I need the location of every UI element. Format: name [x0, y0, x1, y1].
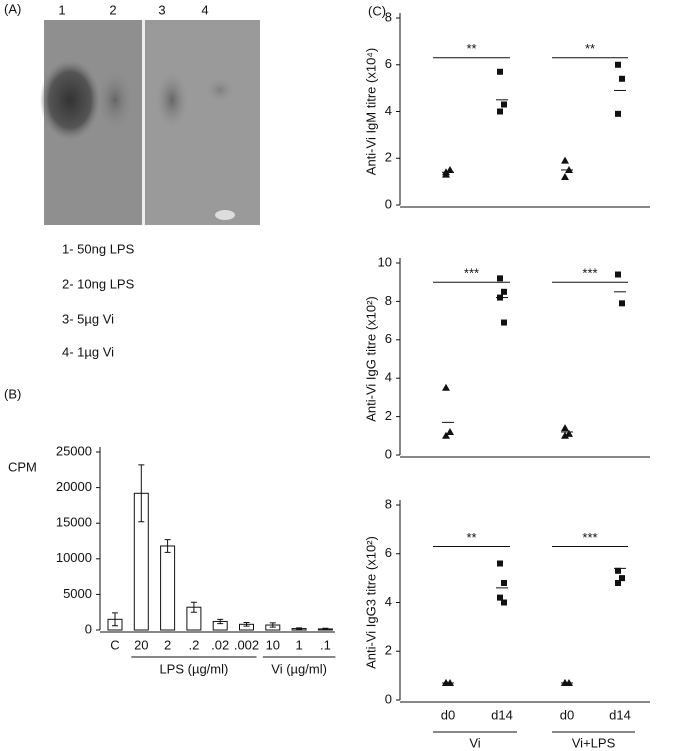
error-bar [217, 618, 224, 625]
y-tick-label: 4 [385, 370, 392, 385]
bar [160, 545, 176, 631]
error-bar [269, 622, 276, 628]
significance-label: ** [466, 530, 476, 545]
y-tick-label: 6 [385, 56, 392, 71]
y-tick-label: 15000 [56, 515, 92, 530]
y-tick-label: 10 [378, 254, 392, 269]
gel-legend: 3- 5µg Vi [62, 311, 114, 326]
y-tick-label: 0 [385, 691, 392, 706]
point [501, 288, 507, 295]
point [497, 594, 503, 601]
point [501, 599, 507, 606]
y-tick-label: 2 [385, 408, 392, 423]
error-bar [190, 601, 197, 613]
y-tick-label: 8 [385, 9, 392, 24]
point [497, 108, 503, 115]
panel-label: (B) [4, 386, 21, 401]
point [501, 101, 507, 108]
group-label: Vi [469, 735, 480, 750]
group-label: LPS (µg/ml) [159, 661, 228, 676]
point [615, 567, 621, 574]
significance-label: *** [582, 530, 597, 545]
y-tick-label: 2 [385, 643, 392, 658]
x-tick-label: 1 [295, 637, 302, 652]
x-tick-label: 2 [164, 637, 171, 652]
point [615, 110, 621, 117]
lane-label: 3 [158, 2, 165, 17]
x-tick-label: .1 [320, 637, 331, 652]
y-tick-label: 4 [385, 594, 392, 609]
y-tick-label: 20000 [56, 479, 92, 494]
panel-label: (A) [4, 1, 21, 16]
error-bar [322, 627, 329, 631]
lane-label: 1 [58, 2, 65, 17]
point [619, 75, 625, 82]
y-axis-label: CPM [8, 459, 37, 474]
y-tick-label: 0 [385, 446, 392, 461]
y-axis-label: Anti-Vi IgG3 titre (x10²) [363, 536, 378, 669]
point [615, 580, 621, 586]
gel-legend: 1- 50ng LPS [62, 241, 135, 256]
error-bar [138, 464, 145, 523]
point [446, 165, 454, 173]
error-bar [243, 622, 250, 627]
lane-label: 4 [201, 2, 208, 17]
point [497, 275, 503, 282]
y-tick-label: 6 [385, 545, 392, 560]
x-tick-label: d0 [560, 707, 574, 722]
y-tick-label: 8 [385, 293, 392, 308]
point [561, 156, 569, 164]
y-tick-label: 0 [385, 196, 392, 211]
panel-label: (C) [368, 3, 386, 18]
y-tick-label: 25000 [56, 443, 92, 458]
point [615, 61, 621, 68]
y-tick-label: 6 [385, 331, 392, 346]
significance-label: ** [585, 41, 595, 56]
x-tick-label: d0 [441, 707, 455, 722]
group-label: Vi+LPS [572, 735, 616, 750]
y-tick-label: 8 [385, 496, 392, 511]
point [501, 580, 507, 586]
y-tick-label: 4 [385, 103, 392, 118]
gel-image [40, 20, 260, 225]
point [561, 431, 569, 439]
x-tick-label: .002 [234, 637, 259, 652]
y-tick-label: 0 [85, 621, 92, 636]
y-tick-label: 10000 [56, 550, 92, 565]
point [561, 424, 569, 432]
x-tick-label: .2 [188, 637, 199, 652]
point [497, 68, 503, 75]
significance-label: *** [464, 266, 479, 281]
y-tick-label: 2 [385, 150, 392, 165]
point [446, 427, 454, 435]
x-tick-label: d14 [609, 707, 631, 722]
point [561, 172, 569, 180]
y-tick-label: 5000 [63, 586, 92, 601]
error-bar [164, 539, 171, 553]
error-bar [112, 612, 118, 627]
gel-legend: 2- 10ng LPS [62, 276, 135, 291]
x-tick-label: d14 [491, 707, 513, 722]
x-tick-label: .02 [211, 637, 229, 652]
x-tick-label: 10 [266, 637, 280, 652]
point [619, 300, 625, 307]
x-tick-label: 20 [134, 637, 148, 652]
lane-label: 2 [109, 2, 116, 17]
group-label: Vi (µg/ml) [271, 661, 327, 676]
point [565, 429, 573, 437]
significance-label: *** [582, 266, 597, 281]
point [497, 560, 503, 567]
significance-label: ** [466, 41, 476, 56]
y-axis-label: Anti-Vi IgG titre (x10²) [363, 296, 378, 421]
point [442, 383, 450, 391]
error-bar [296, 627, 303, 630]
point [501, 319, 507, 326]
y-axis-label: Anti-Vi IgM titre (x10⁴) [363, 48, 378, 175]
point [442, 431, 450, 439]
x-tick-label: C [110, 637, 119, 652]
point [619, 575, 625, 582]
gel-legend: 4- 1µg Vi [62, 344, 114, 359]
point [615, 271, 621, 278]
